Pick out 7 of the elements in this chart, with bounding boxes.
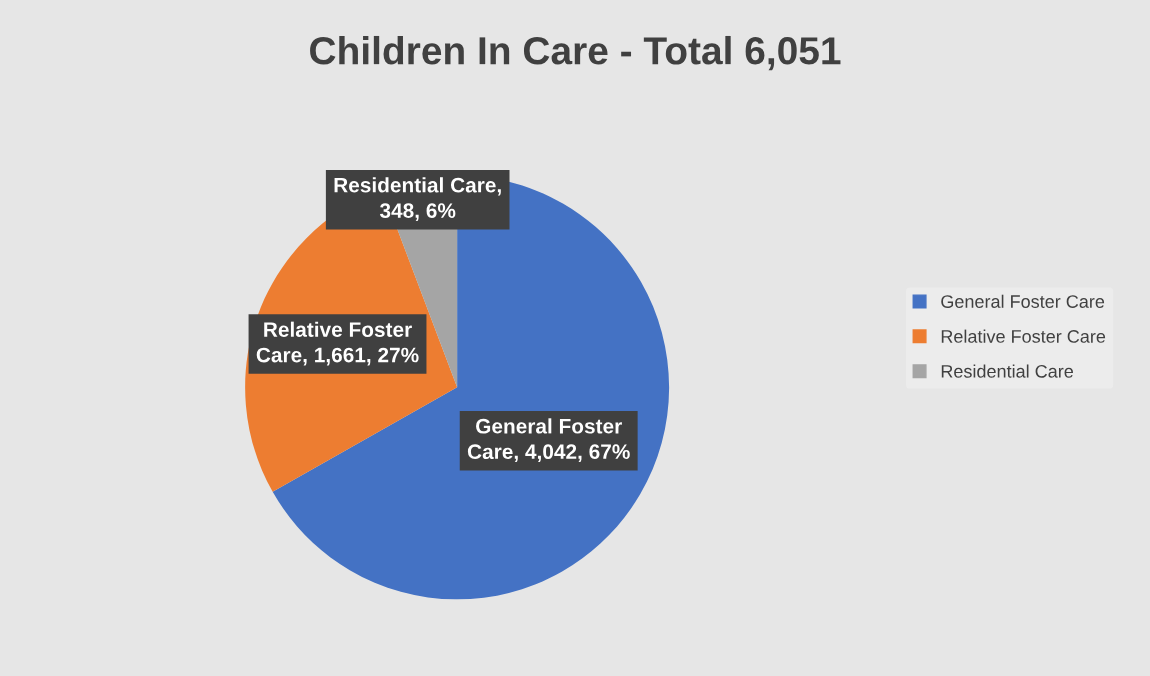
legend-label: General Foster Care [941,294,1105,308]
legend-label: Residential Care [941,364,1074,378]
data-label: General Foster Care, 4,042, 67% [467,418,630,463]
chart-title: Children In Care - Total 6,051 [310,35,841,71]
legend-label: Relative Foster Care [941,329,1106,343]
data-label: Relative Foster Care, 1,661, 27% [256,321,419,366]
data-label: Residential Care, 348, 6% [334,177,501,221]
